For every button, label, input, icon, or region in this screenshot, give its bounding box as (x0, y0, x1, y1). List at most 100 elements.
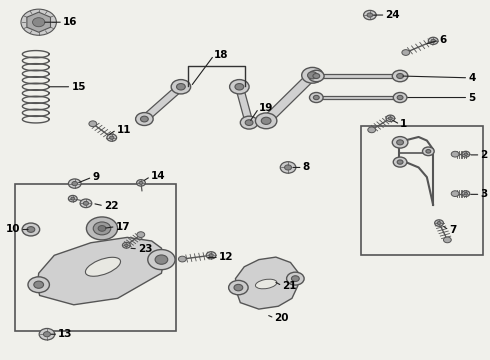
Circle shape (397, 73, 403, 78)
Circle shape (308, 72, 318, 79)
Polygon shape (37, 237, 164, 305)
Circle shape (178, 256, 186, 262)
Circle shape (314, 95, 319, 100)
Circle shape (27, 226, 35, 232)
Circle shape (397, 160, 403, 164)
Circle shape (148, 249, 175, 270)
Circle shape (431, 39, 436, 42)
Text: 18: 18 (214, 50, 228, 60)
Polygon shape (317, 96, 400, 99)
Circle shape (139, 181, 143, 184)
Circle shape (280, 162, 296, 173)
Text: 3: 3 (481, 189, 488, 199)
Circle shape (398, 74, 402, 78)
Circle shape (261, 117, 271, 125)
Circle shape (402, 50, 410, 55)
Text: 4: 4 (468, 73, 476, 83)
Circle shape (464, 192, 467, 195)
Circle shape (462, 151, 470, 157)
Polygon shape (262, 73, 317, 123)
Circle shape (393, 157, 407, 167)
Circle shape (22, 223, 40, 236)
Circle shape (235, 84, 244, 90)
Text: 7: 7 (449, 225, 456, 235)
Text: 23: 23 (138, 244, 152, 254)
Ellipse shape (255, 279, 277, 289)
Circle shape (141, 116, 148, 122)
Polygon shape (236, 86, 253, 123)
Circle shape (245, 120, 253, 126)
Circle shape (314, 96, 319, 99)
Bar (361, 126, 483, 255)
Text: 9: 9 (92, 172, 99, 182)
Circle shape (110, 136, 114, 139)
Circle shape (451, 151, 459, 157)
Circle shape (426, 149, 431, 153)
Circle shape (397, 95, 403, 100)
Circle shape (171, 80, 191, 94)
Text: 2: 2 (481, 150, 488, 160)
Circle shape (229, 280, 248, 295)
Circle shape (44, 332, 50, 337)
Circle shape (136, 113, 153, 126)
Circle shape (292, 276, 299, 282)
Bar (15, 184, 176, 330)
Circle shape (32, 18, 45, 27)
Text: 20: 20 (274, 313, 289, 323)
Circle shape (240, 116, 258, 129)
Text: 8: 8 (303, 162, 310, 172)
Text: 14: 14 (151, 171, 165, 181)
Circle shape (71, 197, 75, 200)
Circle shape (386, 115, 395, 122)
Circle shape (21, 9, 56, 35)
Circle shape (255, 113, 277, 129)
Text: 11: 11 (117, 125, 131, 135)
Circle shape (307, 71, 318, 79)
Circle shape (367, 13, 373, 17)
Text: 19: 19 (259, 103, 273, 113)
Circle shape (140, 116, 149, 122)
Circle shape (230, 80, 249, 94)
Circle shape (93, 222, 111, 235)
Text: 1: 1 (400, 120, 407, 129)
Circle shape (69, 195, 77, 202)
Circle shape (309, 70, 324, 82)
Text: 16: 16 (63, 17, 77, 27)
Circle shape (137, 232, 145, 238)
Circle shape (397, 140, 403, 145)
Circle shape (124, 244, 128, 247)
Polygon shape (317, 74, 400, 78)
Text: 21: 21 (282, 281, 297, 291)
Circle shape (393, 93, 407, 103)
Circle shape (86, 217, 118, 240)
Ellipse shape (85, 257, 121, 276)
Polygon shape (27, 12, 50, 32)
Circle shape (261, 117, 271, 125)
Circle shape (422, 147, 434, 156)
Circle shape (287, 272, 304, 285)
Circle shape (462, 191, 470, 197)
Text: 24: 24 (386, 10, 400, 20)
Circle shape (155, 255, 168, 264)
Circle shape (302, 67, 323, 83)
Circle shape (34, 281, 44, 288)
Circle shape (245, 120, 253, 126)
Circle shape (368, 127, 375, 133)
Circle shape (285, 165, 292, 170)
Text: 22: 22 (104, 201, 119, 211)
Circle shape (451, 191, 459, 197)
Circle shape (310, 93, 323, 103)
Circle shape (464, 153, 467, 156)
Circle shape (443, 237, 451, 243)
Circle shape (122, 242, 130, 248)
Circle shape (206, 252, 216, 259)
Text: 12: 12 (219, 252, 233, 262)
Text: 10: 10 (6, 225, 20, 234)
Circle shape (389, 117, 392, 120)
Circle shape (107, 134, 117, 141)
Circle shape (39, 328, 55, 340)
Circle shape (392, 136, 408, 148)
Circle shape (98, 226, 106, 231)
Circle shape (364, 10, 376, 20)
Circle shape (28, 277, 49, 293)
